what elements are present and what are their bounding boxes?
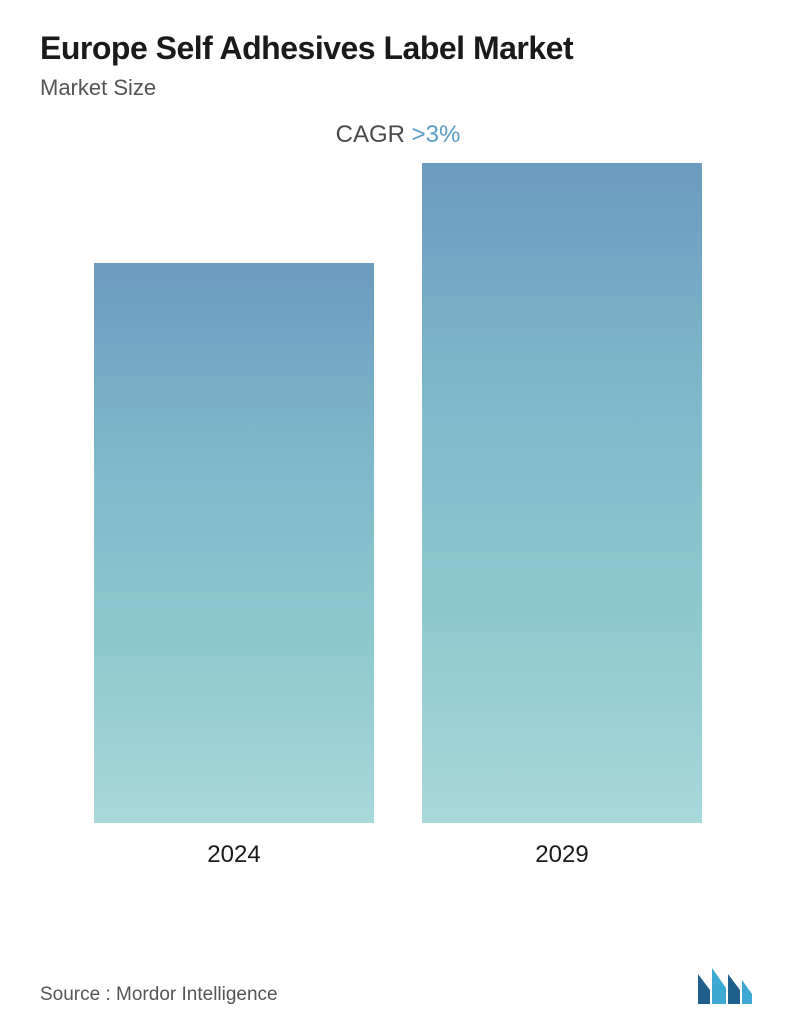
cagr-label: CAGR (336, 121, 412, 148)
chart-title: Europe Self Adhesives Label Market (40, 30, 756, 67)
cagr-value: >3% (412, 121, 461, 148)
bar-group-1: 2029 (422, 163, 702, 869)
bar-label-0: 2024 (207, 841, 260, 869)
bar-group-0: 2024 (94, 263, 374, 869)
footer: Source : Mordor Intelligence (40, 966, 756, 1006)
chart-area: 2024 2029 (40, 189, 756, 869)
bar-1 (422, 163, 702, 823)
logo-shape-3 (728, 974, 740, 1004)
cagr-container: CAGR >3% (40, 121, 756, 149)
bar-label-1: 2029 (535, 841, 588, 869)
bar-0 (94, 263, 374, 823)
logo-shape-1 (698, 974, 710, 1004)
chart-subtitle: Market Size (40, 75, 756, 101)
mordor-logo (696, 966, 756, 1006)
source-text: Source : Mordor Intelligence (40, 984, 278, 1006)
logo-shape-2 (712, 968, 726, 1004)
logo-shape-4 (742, 980, 752, 1004)
